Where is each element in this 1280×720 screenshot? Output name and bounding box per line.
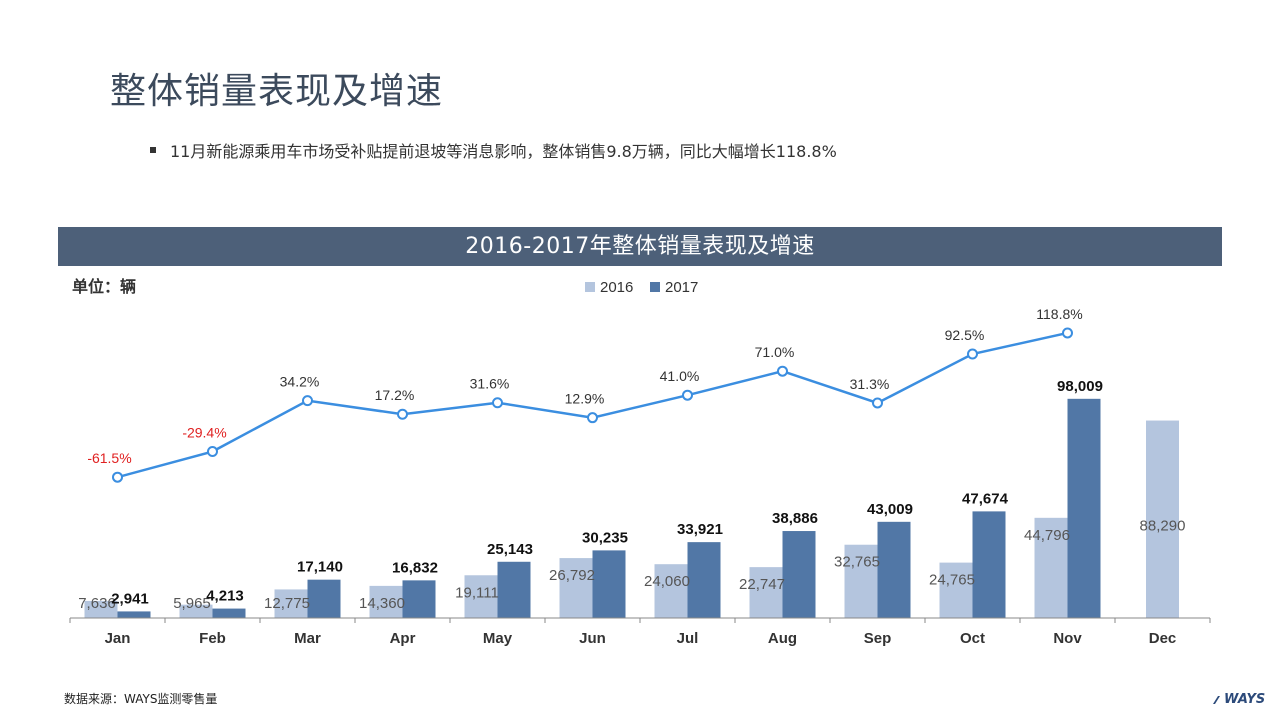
data-label-2017-mar: 17,140 <box>297 559 343 576</box>
data-label-2017-jan: 2,941 <box>111 590 149 607</box>
data-label-2016-mar: 12,775 <box>264 595 310 612</box>
bar-2017-apr <box>402 580 436 618</box>
growth-label-may: 31.6% <box>470 376 510 392</box>
page-title: 整体销量表现及增速 <box>110 71 444 112</box>
chart-title-banner: 2016-2017年整体销量表现及增速 <box>58 227 1222 266</box>
growth-label-feb: -29.4% <box>182 425 226 441</box>
growth-point-oct <box>967 348 978 360</box>
x-tick-label-mar: Mar <box>294 630 321 647</box>
legend-label-2017: 2017 <box>665 279 698 296</box>
legend-label-2016: 2016 <box>600 279 633 296</box>
growth-label-mar: 34.2% <box>280 374 320 390</box>
bar-2017-oct <box>972 511 1006 618</box>
growth-point-sep <box>872 397 883 409</box>
data-label-2016-dec: 88,290 <box>1140 518 1186 535</box>
growth-point-apr <box>397 408 408 420</box>
summary-bullet: 11月新能源乘用车市场受补贴提前退坡等消息影响，整体销售9.8万辆，同比大幅增长… <box>150 138 837 162</box>
data-label-2017-apr: 16,832 <box>392 559 438 576</box>
bar-2016-oct <box>939 562 973 618</box>
legend-swatch-2016 <box>585 282 595 292</box>
logo-mark-icon <box>1213 695 1220 704</box>
bar-2017-mar <box>307 579 341 618</box>
bar-2016-jul <box>654 564 688 618</box>
x-tick-label-dec: Dec <box>1149 630 1177 647</box>
bar-2017-aug <box>782 531 816 618</box>
growth-label-sep: 31.3% <box>850 376 890 392</box>
bar-2017-jun <box>592 550 626 618</box>
x-tick-label-oct: Oct <box>960 630 985 647</box>
growth-label-jul: 41.0% <box>660 368 700 384</box>
bar-2016-apr <box>369 585 403 618</box>
x-tick-label-jul: Jul <box>677 630 699 647</box>
data-label-2017-aug: 38,886 <box>772 510 818 527</box>
bar-2016-nov <box>1034 517 1068 618</box>
bar-2016-aug <box>749 567 783 618</box>
unit-label: 单位：辆 <box>72 277 137 296</box>
data-label-2016-jun: 26,792 <box>549 567 595 584</box>
data-label-2017-oct: 47,674 <box>962 490 1009 507</box>
data-label-2017-may: 25,143 <box>487 541 533 558</box>
x-tick-label-feb: Feb <box>199 630 226 647</box>
logo-text: WAYS <box>1224 692 1266 707</box>
bar-2016-jan <box>84 600 118 618</box>
data-label-2017-feb: 4,213 <box>206 588 244 605</box>
data-label-2016-nov: 44,796 <box>1024 527 1070 544</box>
data-label-2016-oct: 24,765 <box>929 572 975 589</box>
data-label-2016-feb: 5,965 <box>173 595 211 612</box>
x-tick-label-sep: Sep <box>864 630 892 647</box>
summary-text: 11月新能源乘用车市场受补贴提前退坡等消息影响，整体销售9.8万辆，同比大幅增长… <box>170 142 837 161</box>
growth-point-aug <box>777 365 788 377</box>
data-label-2017-jul: 33,921 <box>677 521 723 538</box>
growth-point-jun <box>587 412 598 424</box>
ways-logo: WAYS <box>1212 692 1265 707</box>
x-tick-label-nov: Nov <box>1053 630 1082 647</box>
bar-2016-dec <box>1146 420 1179 618</box>
data-label-2016-may: 19,111 <box>455 584 499 601</box>
bar-2016-sep <box>844 544 878 618</box>
data-label-2017-sep: 43,009 <box>867 501 913 518</box>
bar-2016-jun <box>559 558 593 618</box>
growth-label-oct: 92.5% <box>945 327 985 343</box>
bar-2016-may <box>464 575 498 618</box>
x-tick-label-jan: Jan <box>105 630 131 647</box>
data-label-2016-sep: 32,765 <box>834 554 880 571</box>
bar-2017-sep <box>877 521 911 618</box>
growth-label-nov: 118.8% <box>1036 306 1082 322</box>
growth-point-feb <box>207 446 218 458</box>
growth-point-mar <box>302 395 313 407</box>
growth-point-jan <box>112 471 123 483</box>
data-label-2017-jun: 30,235 <box>582 529 628 546</box>
data-label-2016-apr: 14,360 <box>359 595 405 612</box>
growth-label-aug: 71.0% <box>755 344 795 360</box>
growth-point-may <box>492 397 503 409</box>
data-label-2016-aug: 22,747 <box>739 576 785 593</box>
growth-label-jun: 12.9% <box>565 391 605 407</box>
x-tick-label-may: May <box>483 630 513 647</box>
bar-2017-may <box>497 561 531 618</box>
data-label-2016-jan: 7,636 <box>78 595 116 612</box>
bar-2017-jan <box>117 611 151 618</box>
data-label-2016-jul: 24,060 <box>644 573 690 590</box>
bar-2017-feb <box>212 608 246 618</box>
growth-label-jan: -61.5% <box>87 450 131 466</box>
bullet-square-icon <box>150 147 156 153</box>
bar-2017-nov <box>1067 398 1101 618</box>
growth-point-nov <box>1062 327 1073 339</box>
growth-point-jul <box>682 389 693 401</box>
bar-2016-feb <box>179 604 213 618</box>
bar-2017-jul <box>687 542 721 618</box>
legend-swatch-2017 <box>650 282 660 292</box>
x-tick-label-apr: Apr <box>390 630 416 647</box>
data-label-2017-nov: 98,009 <box>1057 378 1103 395</box>
x-tick-label-aug: Aug <box>768 630 797 647</box>
bar-2016-mar <box>274 589 308 618</box>
x-tick-label-jun: Jun <box>579 630 606 647</box>
data-source-note: 数据来源：WAYS监测零售量 <box>64 692 218 706</box>
growth-label-apr: 17.2% <box>375 387 415 403</box>
